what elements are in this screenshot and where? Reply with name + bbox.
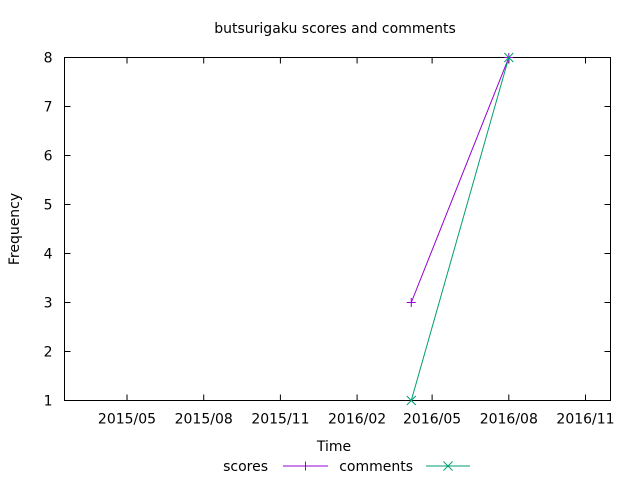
legend: scores comments [223, 459, 470, 475]
x-tick-label: 2015/08 [175, 412, 233, 428]
chart-title: butsurigaku scores and comments [214, 21, 456, 37]
series-line [410, 57, 510, 303]
y-tick-label: 6 [44, 149, 53, 165]
legend-label: scores [223, 459, 268, 475]
x-tick-label: 2015/05 [98, 412, 156, 428]
x-axis: 2015/05 2015/08 2015/11 2016/02 2016/05 2016/… [98, 57, 615, 428]
x-tick-label: 2016/02 [328, 412, 386, 428]
legend-marker [443, 461, 453, 471]
y-tick-label: 4 [44, 247, 53, 263]
data-point [406, 395, 417, 406]
x-tick-label: 2015/11 [251, 412, 309, 428]
y-axis-label: Frequency [7, 193, 23, 265]
y-tick-label: 5 [44, 198, 53, 214]
y-tick-label: 2 [44, 345, 53, 361]
series-scores [406, 53, 514, 307]
legend-label: comments [339, 459, 413, 475]
x-tick-label: 2016/11 [556, 412, 614, 428]
data-point [503, 52, 514, 63]
x-axis-label: Time [316, 439, 351, 455]
series-comments [406, 52, 514, 406]
y-axis: 1 2 3 4 5 6 7 8 [44, 51, 611, 410]
data-point [406, 298, 416, 307]
x-tick-label: 2016/05 [403, 412, 461, 428]
y-tick-label: 1 [44, 394, 53, 410]
plot-area-border [64, 57, 611, 401]
series-layer [406, 52, 514, 406]
y-tick-label: 3 [44, 296, 53, 312]
x-tick-label: 2016/08 [480, 412, 538, 428]
series-line [410, 57, 510, 401]
y-tick-label: 8 [44, 51, 53, 67]
legend-item-comments: comments [339, 459, 470, 475]
legend-marker [301, 461, 310, 471]
y-tick-label: 7 [44, 100, 53, 116]
legend-item-scores: scores [223, 459, 328, 475]
